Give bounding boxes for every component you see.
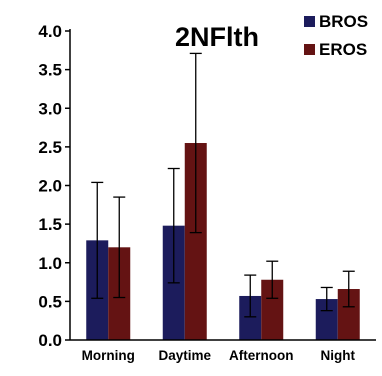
y-axis: 0.0 0.5 1.0 1.5 2.0 2.5 3.0 3.5 4.0: [38, 22, 71, 350]
legend-swatch-bros: [304, 16, 315, 27]
y-tick-label: 2.0: [38, 177, 62, 196]
x-category-label: Night: [321, 348, 356, 363]
y-tick-label: 0.0: [38, 331, 62, 350]
bars: [86, 52, 360, 340]
bar-eros-afternoon: [261, 279, 284, 340]
legend-label-eros: EROS: [319, 40, 367, 59]
bar-eros-daytime: [184, 143, 207, 340]
x-axis: Morning Daytime Afternoon Night: [70, 339, 376, 363]
bar-eros-night: [337, 289, 360, 340]
y-tick-label: 1.5: [38, 215, 62, 234]
bar-bros-night: [315, 299, 338, 340]
y-tick-label: 3.0: [38, 99, 62, 118]
y-tick-label: 3.5: [38, 61, 62, 80]
y-tick-label: 1.0: [38, 254, 62, 273]
legend-label-bros: BROS: [319, 12, 368, 31]
y-tick-label: 2.5: [38, 138, 62, 157]
x-category-label: Daytime: [158, 348, 211, 363]
y-tick-label: 0.5: [38, 292, 62, 311]
chart-title: 2NFlth: [175, 22, 259, 52]
y-tick-label: 4.0: [38, 22, 62, 41]
x-category-label: Morning: [82, 348, 135, 363]
legend-swatch-eros: [304, 44, 315, 55]
legend: BROS EROS: [304, 12, 368, 59]
bar-bros-afternoon: [239, 295, 262, 340]
x-category-label: Afternoon: [229, 348, 294, 363]
